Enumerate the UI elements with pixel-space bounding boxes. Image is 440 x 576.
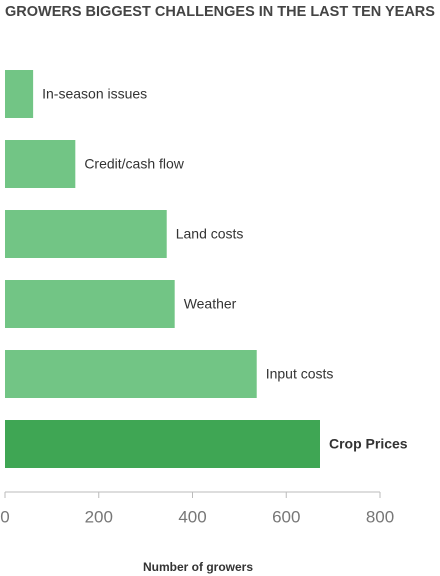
bar xyxy=(5,350,257,398)
bar xyxy=(5,140,76,188)
bar xyxy=(5,280,175,328)
x-axis-label: Number of growers xyxy=(143,560,253,574)
chart-title: GROWERS BIGGEST CHALLENGES IN THE LAST T… xyxy=(5,4,435,20)
x-tick-label: 800 xyxy=(366,507,394,526)
bar-label: Credit/cash flow xyxy=(84,156,184,172)
bar-label: Input costs xyxy=(266,366,334,382)
bar-label: In-season issues xyxy=(42,86,147,102)
x-tick-label: 400 xyxy=(178,507,206,526)
bar xyxy=(5,210,167,258)
bar-label: Crop Prices xyxy=(329,436,408,452)
bar xyxy=(5,420,320,468)
x-tick-label: 600 xyxy=(272,507,300,526)
x-tick-label: 200 xyxy=(85,507,113,526)
x-tick-label: 0 xyxy=(0,507,9,526)
bar-label: Land costs xyxy=(176,226,244,242)
bar xyxy=(5,70,34,118)
bar-label: Weather xyxy=(184,296,237,312)
